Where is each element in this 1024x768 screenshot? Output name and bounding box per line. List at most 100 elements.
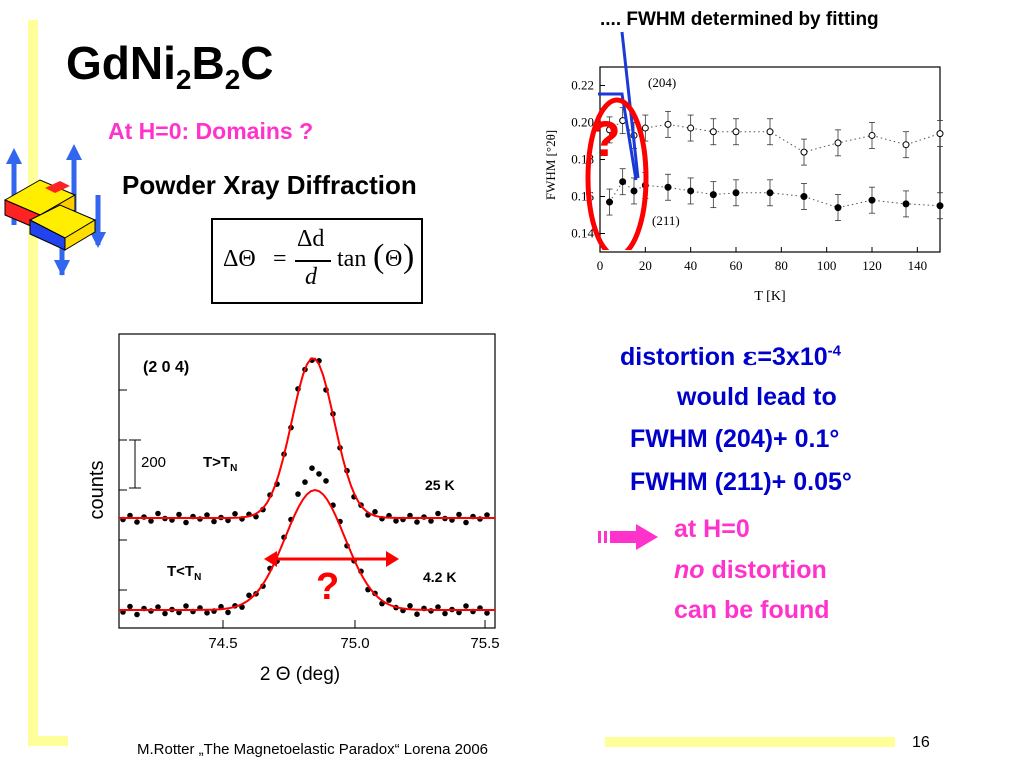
powder-point-low xyxy=(407,603,413,609)
formula-denominator: d xyxy=(305,264,317,290)
low-temp-bracket xyxy=(598,92,638,181)
fwhm-point xyxy=(687,187,695,195)
powder-point-high xyxy=(232,511,238,517)
powder-point-high xyxy=(393,518,399,524)
fwhm-point xyxy=(606,126,614,134)
powder-point-high xyxy=(407,512,413,519)
powder-point-low xyxy=(414,611,420,617)
powder-point-low xyxy=(484,610,490,616)
fit-curve-high xyxy=(119,357,495,519)
series-label-low: T<TN xyxy=(167,563,201,583)
fwhm-x-tick-label: 100 xyxy=(817,258,837,273)
fwhm-y-tick-label: 0.22 xyxy=(571,78,594,93)
fwhm-point xyxy=(641,124,649,132)
domain-logo-icon xyxy=(3,144,106,276)
powder-x-tick-label: 75.5 xyxy=(470,635,499,652)
powder-point-low xyxy=(442,610,448,617)
fwhm-y-tick-label: 0.20 xyxy=(571,115,594,130)
temp-label-high: 25 K xyxy=(425,477,455,493)
fwhm-point xyxy=(606,198,614,206)
powder-point-low xyxy=(246,592,252,599)
fwhm-point xyxy=(766,128,774,136)
conclusion-line2: no distortion xyxy=(674,556,827,584)
powder-chart: 74.5 75.0 75.5 (2 0 4) counts 2 Θ (deg) 20… xyxy=(86,333,500,685)
powder-point-low xyxy=(225,609,231,616)
temp-label-low: 4.2 K xyxy=(423,569,456,585)
fwhm-x-tick-label: 80 xyxy=(775,258,788,273)
bottom-left-yellow-bar xyxy=(28,736,68,746)
fwhm-point xyxy=(936,130,944,138)
distortion-line2: would lead to xyxy=(677,383,837,411)
fwhm-point xyxy=(664,120,672,128)
fwhm-point xyxy=(732,128,740,136)
powder-title: (2 0 4) xyxy=(143,359,189,376)
powder-point-high xyxy=(211,518,217,525)
fwhm-point xyxy=(868,196,876,204)
formula-paren-open: ( xyxy=(373,238,385,275)
powder-point-low xyxy=(302,479,308,485)
fwhm-ylabel: FWHM [°2θ] xyxy=(543,130,558,200)
fwhm-point xyxy=(732,189,740,197)
conclusion-arrow-icon xyxy=(598,524,658,550)
conclusion-line1: at H=0 xyxy=(674,515,750,543)
fwhm-xlabel: T [K] xyxy=(754,289,785,304)
method-heading: Powder Xray Diffraction xyxy=(122,170,417,200)
fwhm-question-mark: ? xyxy=(590,111,621,167)
distortion-line1: distortion ε=3x10-4 xyxy=(620,342,841,371)
powder-x-tick-label: 75.0 xyxy=(340,635,369,652)
powder-point-high xyxy=(456,511,462,518)
low-temp-circle xyxy=(585,97,649,250)
powder-point-high xyxy=(484,512,490,518)
powder-point-low xyxy=(155,604,161,610)
formula-tan: tan xyxy=(337,246,367,272)
footer-citation: M.Rotter „The Magnetoelastic Paradox“ Lo… xyxy=(137,741,489,758)
powder-point-high xyxy=(463,519,469,526)
powder-point-low xyxy=(127,603,133,610)
powder-point-high xyxy=(148,518,154,524)
formula-numerator: Δd xyxy=(297,226,325,252)
fwhm-point xyxy=(936,202,944,210)
powder-point-high xyxy=(204,512,210,518)
powder-point-low xyxy=(316,471,322,477)
formula-box: ΔΘ = Δd d tan ( Θ ) xyxy=(211,218,423,304)
powder-ticks: 74.5 75.0 75.5 xyxy=(119,389,500,652)
powder-point-low xyxy=(295,491,301,497)
distortion-line4: FWHM (211)+ 0.05° xyxy=(630,468,852,496)
powder-point-low xyxy=(162,610,168,617)
powder-point-low xyxy=(386,597,392,603)
powder-point-high xyxy=(155,510,161,517)
fwhm-point xyxy=(766,189,774,197)
left-yellow-bar xyxy=(28,20,38,745)
powder-curves xyxy=(119,357,495,618)
fwhm-legend-211: (211) xyxy=(652,213,680,228)
powder-point-low xyxy=(176,609,182,616)
powder-point-high xyxy=(176,511,182,518)
bottom-right-yellow-bar xyxy=(605,737,895,747)
formula-paren-close: ) xyxy=(403,238,415,275)
powder-xlabel: 2 Θ (deg) xyxy=(260,664,340,685)
fwhm-x-tick-label: 140 xyxy=(908,258,928,273)
fwhm-x-tick-label: 120 xyxy=(862,258,882,273)
logo-blocks xyxy=(3,179,97,251)
scale-bar-label: 200 xyxy=(141,454,166,471)
powder-point-low xyxy=(134,611,140,618)
powder-point-high xyxy=(414,519,420,525)
powder-point-high xyxy=(127,512,133,519)
fwhm-annotation xyxy=(585,31,649,250)
distortion-line3: FWHM (204)+ 0.1° xyxy=(630,425,840,453)
powder-point-low xyxy=(435,604,441,610)
fwhm-x-tick-label: 20 xyxy=(639,258,652,273)
powder-point-high xyxy=(134,519,140,525)
fwhm-point xyxy=(868,131,876,139)
fwhm-point xyxy=(902,200,910,208)
fwhm-point xyxy=(630,187,638,195)
fwhm-point xyxy=(800,148,808,156)
powder-point-low xyxy=(183,603,189,609)
fwhm-legend-204: (204) xyxy=(648,75,676,90)
powder-point-high xyxy=(372,509,378,515)
fwhm-x-tick-label: 40 xyxy=(684,258,697,273)
powder-question-mark: ? xyxy=(316,566,340,608)
powder-point-high xyxy=(435,510,441,517)
page-title: GdNi2B2C xyxy=(66,37,274,96)
